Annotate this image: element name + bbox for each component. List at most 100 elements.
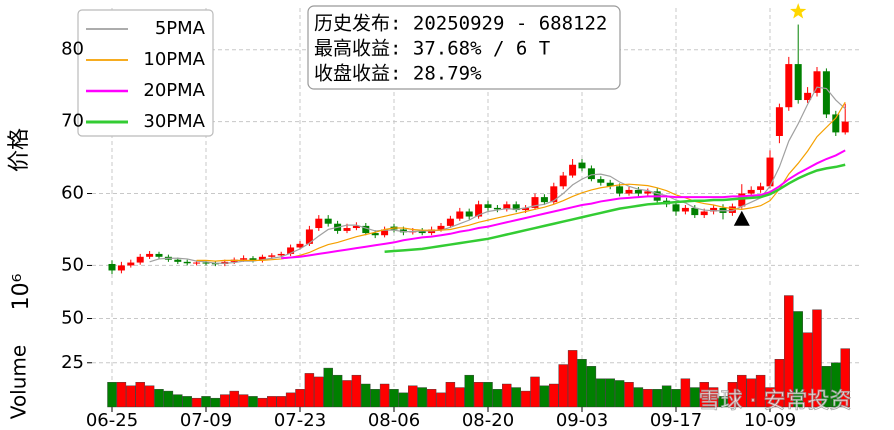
volume-bar (577, 359, 587, 408)
volume-bar (314, 376, 324, 408)
volume-bar (633, 387, 644, 408)
volume-bar (464, 374, 474, 408)
candle-body (700, 211, 708, 216)
candle-body (728, 206, 736, 213)
volume-bar (436, 392, 446, 408)
volume-bar (567, 350, 578, 408)
volume-bar (276, 396, 286, 408)
legend-box (77, 9, 214, 137)
x-tick-label: 08-06 (368, 410, 420, 430)
candle-body (804, 92, 812, 101)
volume-bar (614, 380, 625, 408)
volume-bar (492, 389, 503, 408)
volume-bar (248, 396, 258, 408)
candle-body (324, 218, 332, 224)
volume-bar (135, 382, 145, 408)
candle-body (362, 225, 370, 234)
volume-bar (671, 389, 681, 408)
legend-label: 10PMA (143, 49, 205, 70)
volume-bar (370, 389, 380, 408)
candle-body (785, 64, 793, 108)
volume-bar (802, 332, 813, 408)
candle-body (446, 218, 454, 226)
candle-body (710, 207, 718, 212)
volume-bar (144, 385, 155, 408)
annotation-line: 最高收益: 37.68% / 6 T (314, 38, 550, 60)
volume-axis-label: Volume (7, 345, 31, 419)
volume-bar (812, 309, 822, 408)
candle-body (258, 256, 266, 261)
x-tick-label: 10-09 (744, 410, 796, 430)
candle-body (352, 225, 360, 229)
annotation-box (307, 5, 621, 90)
candle-body (747, 189, 755, 194)
candle-body (277, 253, 285, 256)
candle-body (108, 263, 116, 271)
candle-body (127, 262, 135, 266)
volume-bar (502, 383, 512, 408)
x-tick-label: 08-20 (462, 410, 514, 430)
candle-body (634, 189, 642, 194)
y-axis-label: 价格 (7, 128, 32, 172)
candle-body (606, 182, 614, 187)
volume-bar (229, 390, 239, 408)
volume-offset: 10⁶ (9, 273, 34, 310)
candle-body (202, 262, 210, 264)
candle-body (240, 258, 248, 260)
candle-body (493, 207, 501, 210)
y-tick-label: 50 (61, 254, 84, 275)
candle-body (136, 256, 144, 263)
watermark: 雪球 · 安常投资 (699, 389, 852, 414)
volume-bar (652, 389, 662, 408)
volume-bar (173, 394, 183, 408)
volume-bar (708, 387, 719, 408)
candle-body (268, 255, 276, 257)
candle-body (766, 157, 774, 187)
candle-body (822, 71, 830, 115)
candle-body (117, 265, 125, 271)
candle-body (155, 253, 163, 257)
x-tick-label: 09-03 (556, 410, 608, 430)
candle-body (174, 259, 182, 262)
volume-bar (445, 382, 456, 408)
volume-bar (539, 385, 550, 408)
legend-label: 20PMA (143, 80, 205, 101)
candle-body (625, 189, 633, 194)
candle-body (456, 211, 464, 219)
volume-bar (220, 394, 230, 408)
candle-body (296, 243, 304, 248)
volume-bar (342, 380, 352, 408)
volume-bar (746, 378, 756, 408)
legend-label: 5PMA (155, 18, 206, 39)
candle-body (381, 229, 389, 236)
volume-bar (755, 374, 766, 408)
volume-bar (295, 389, 305, 408)
candle-body (315, 218, 323, 229)
volume-bar (379, 383, 390, 408)
candle-body (559, 175, 567, 187)
volume-bar (483, 382, 493, 408)
ma-line (149, 86, 846, 264)
volume-bar (398, 392, 409, 408)
annotation-line: 历史发布: 20250929 - 688122 (314, 13, 607, 35)
volume-bar (417, 387, 427, 408)
volume-bar (737, 374, 747, 408)
marker-star (790, 3, 807, 19)
volume-bar (473, 382, 484, 408)
y-tick-label: 25 (61, 352, 84, 373)
candle-body (691, 207, 699, 216)
volume-bar (624, 382, 634, 408)
candle-body (587, 168, 595, 180)
legend: 5PMA 10PMA 20PMA 30PMA (77, 9, 214, 137)
candle-body (616, 186, 624, 194)
candle-body (578, 162, 586, 169)
candle-body (672, 204, 680, 212)
annotation-line: 收盘收益: 28.79% (314, 63, 482, 85)
candle-body (465, 211, 473, 217)
candle-body (146, 253, 154, 257)
candle-body (531, 197, 539, 208)
volume-bar (821, 366, 832, 408)
volume-bar (558, 364, 568, 408)
candle-body (512, 204, 520, 211)
volume-bar (586, 366, 597, 408)
